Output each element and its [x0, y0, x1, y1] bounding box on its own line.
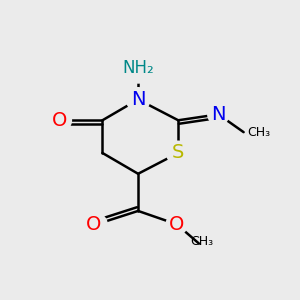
Text: N: N — [211, 105, 226, 124]
Circle shape — [50, 109, 72, 132]
Circle shape — [207, 103, 230, 126]
Text: N: N — [131, 90, 146, 109]
Circle shape — [166, 140, 191, 166]
Circle shape — [126, 87, 151, 112]
Text: O: O — [52, 111, 67, 130]
Text: CH₃: CH₃ — [247, 126, 270, 139]
Circle shape — [123, 53, 154, 84]
Text: O: O — [169, 215, 184, 234]
Text: O: O — [86, 215, 101, 234]
Text: S: S — [172, 143, 184, 163]
Text: NH₂: NH₂ — [122, 59, 154, 77]
Text: CH₃: CH₃ — [190, 235, 214, 248]
Circle shape — [166, 213, 188, 236]
Circle shape — [85, 213, 108, 236]
